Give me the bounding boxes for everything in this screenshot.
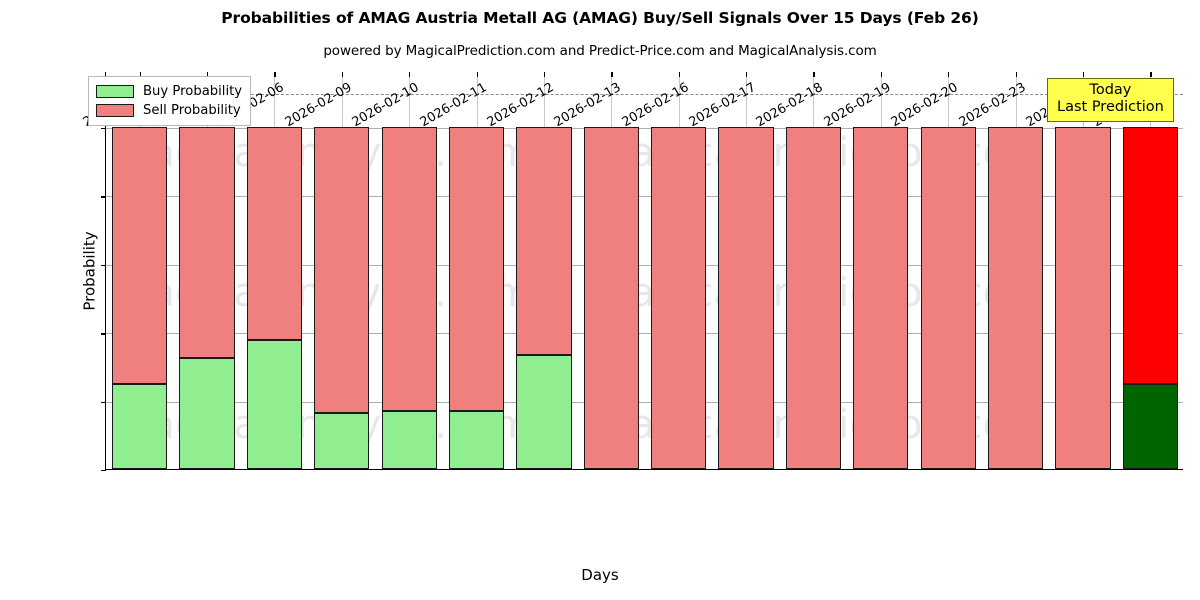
x-tick-mark xyxy=(409,72,411,77)
x-tick-mark xyxy=(1082,72,1085,77)
bar-group[interactable] xyxy=(516,72,572,469)
y-tick-mark xyxy=(101,401,106,403)
gridline-y-100 xyxy=(106,128,1183,130)
top-dashed-line xyxy=(106,93,1183,95)
bar-segment-sell[interactable] xyxy=(448,127,505,411)
chart-subtitle: powered by MagicalPrediction.com and Pre… xyxy=(323,43,877,59)
bar-segment-buy[interactable] xyxy=(112,383,168,469)
y-tick-mark xyxy=(101,470,106,472)
x-tick-mark xyxy=(746,72,748,77)
legend-item-sell: Sell Probability xyxy=(96,101,242,120)
bar-segment-buy[interactable] xyxy=(179,358,235,469)
bar-segment-sell[interactable] xyxy=(516,127,572,356)
x-tick-mark xyxy=(274,72,276,77)
y-tick-mark xyxy=(101,264,106,267)
gridline-y-40 xyxy=(106,333,1183,335)
bar-segment-sell[interactable] xyxy=(718,127,774,469)
y-tick-mark xyxy=(101,196,106,198)
plot-area: Probability MagicalAnalysis.comMagicalPr… xyxy=(80,72,1183,472)
bar-segment-sell[interactable] xyxy=(785,127,842,469)
legend-item-buy: Buy Probability xyxy=(96,82,242,101)
bar-group[interactable] xyxy=(112,72,168,469)
bar-segment-sell[interactable] xyxy=(920,127,976,469)
legend-swatch-buy xyxy=(96,85,134,98)
bar-group[interactable] xyxy=(583,72,639,469)
bar-segment-buy[interactable] xyxy=(381,410,437,469)
today-label-line2: Last Prediction xyxy=(1057,98,1164,115)
bar-group[interactable] xyxy=(1055,72,1111,469)
bar-segment-sell[interactable] xyxy=(853,127,909,469)
bar-group[interactable] xyxy=(651,72,707,469)
chart-title: Probabilities of AMAG Austria Metall AG … xyxy=(221,9,979,27)
gridline-y-80 xyxy=(106,196,1183,198)
x-tick-mark xyxy=(813,72,815,77)
x-axis-label: Days xyxy=(581,566,619,584)
x-tick-mark xyxy=(207,72,209,77)
bar-group[interactable] xyxy=(246,72,303,469)
bar-segment-sell[interactable] xyxy=(112,127,168,384)
bar-group[interactable] xyxy=(1122,72,1178,469)
bar-segment-buy[interactable] xyxy=(516,355,572,469)
legend-label-sell: Sell Probability xyxy=(143,103,241,118)
bar-group[interactable] xyxy=(314,72,370,469)
bar-group[interactable] xyxy=(987,72,1044,469)
legend-label-buy: Buy Probability xyxy=(143,84,243,99)
x-tick-mark xyxy=(476,72,478,77)
bar-segment-sell[interactable] xyxy=(179,127,235,359)
bar-segment-buy[interactable] xyxy=(448,410,505,469)
bar-segment-sell[interactable] xyxy=(381,127,437,411)
bar-segment-sell[interactable] xyxy=(246,127,303,341)
bar-group[interactable] xyxy=(179,72,235,469)
chart-legend: Buy Probability Sell Probability xyxy=(88,76,252,126)
bar-segment-sell[interactable] xyxy=(583,127,639,469)
bar-segment-buy[interactable] xyxy=(314,412,370,469)
bar-segment-buy[interactable] xyxy=(1122,383,1178,469)
x-tick-mark xyxy=(1150,72,1152,77)
bar-segment-buy[interactable] xyxy=(246,340,303,469)
x-tick-mark xyxy=(948,72,950,77)
x-tick-mark xyxy=(611,72,613,77)
gridline-y-60 xyxy=(106,264,1183,266)
bar-segment-sell[interactable] xyxy=(987,127,1044,469)
y-axis-label: Probability xyxy=(80,230,99,311)
x-tick-mark xyxy=(1015,72,1017,77)
bar-group[interactable] xyxy=(920,72,976,469)
y-tick-mark xyxy=(101,333,106,335)
bar-segment-sell[interactable] xyxy=(1055,127,1111,469)
x-tick-mark xyxy=(880,72,883,77)
bar-segment-sell[interactable] xyxy=(651,127,707,469)
x-tick-mark xyxy=(341,72,344,77)
bar-group[interactable] xyxy=(381,72,437,469)
bar-group[interactable] xyxy=(785,72,842,469)
today-annotation: Today Last Prediction xyxy=(1047,78,1174,122)
y-tick-mark xyxy=(101,128,106,130)
x-tick-mark xyxy=(543,72,546,77)
x-tick-mark xyxy=(678,72,680,77)
bar-segment-sell[interactable] xyxy=(1122,127,1178,384)
bar-segment-sell[interactable] xyxy=(314,127,370,413)
bar-group[interactable] xyxy=(448,72,505,469)
bar-group[interactable] xyxy=(718,72,774,469)
today-label-line1: Today xyxy=(1089,82,1132,98)
x-tick-mark xyxy=(139,72,141,77)
legend-swatch-sell xyxy=(96,104,134,117)
gridline-y-20 xyxy=(106,401,1183,403)
bar-group[interactable] xyxy=(853,72,909,469)
